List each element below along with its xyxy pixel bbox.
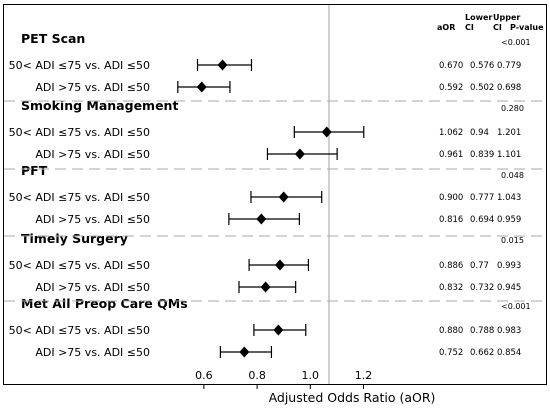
upper-ci-value: 1.043 bbox=[497, 193, 521, 203]
upper-ci-value: 0.983 bbox=[497, 326, 521, 336]
aor-value: 1.062 bbox=[439, 128, 463, 138]
upper-ci-value: 0.698 bbox=[497, 83, 521, 93]
group-title: Timely Surgery bbox=[21, 231, 128, 246]
aor-point bbox=[278, 191, 289, 203]
group-title: Met All Preop Care QMs bbox=[21, 296, 188, 311]
aor-point bbox=[196, 81, 207, 93]
aor-value: 0.670 bbox=[439, 61, 463, 71]
lower-ci-value: 0.694 bbox=[470, 215, 494, 225]
aor-point bbox=[239, 346, 250, 358]
header-lower-ci-line2: CI bbox=[465, 23, 474, 32]
group-title: PET Scan bbox=[21, 31, 85, 46]
p-value: 0.015 bbox=[501, 236, 524, 245]
aor-point bbox=[274, 259, 285, 271]
aor-value: 0.752 bbox=[439, 348, 463, 358]
x-tick-label: 0.8 bbox=[248, 369, 266, 382]
row-label: ADI >75 vs. ADI ≤50 bbox=[35, 81, 150, 94]
upper-ci-value: 1.101 bbox=[497, 150, 521, 160]
upper-ci-value: 0.779 bbox=[497, 61, 521, 71]
row-label: ADI >75 vs. ADI ≤50 bbox=[35, 281, 150, 294]
plot-frame bbox=[3, 4, 547, 385]
aor-value: 0.961 bbox=[439, 150, 463, 160]
row-label: ADI >75 vs. ADI ≤50 bbox=[35, 148, 150, 161]
group-title: PFT bbox=[21, 163, 48, 178]
header-aor: aOR bbox=[437, 23, 455, 32]
x-axis: 0.6 0.8 1.0 1.2 bbox=[195, 369, 372, 389]
upper-ci-value: 0.959 bbox=[497, 215, 521, 225]
aor-point bbox=[321, 126, 332, 138]
lower-ci-value: 0.839 bbox=[470, 150, 494, 160]
x-tick-label: 0.6 bbox=[195, 369, 213, 382]
aor-value: 0.592 bbox=[439, 83, 463, 93]
lower-ci-value: 0.732 bbox=[470, 283, 494, 293]
aor-point bbox=[260, 281, 271, 293]
row-label: 50< ADI ≤75 vs. ADI ≤50 bbox=[9, 59, 150, 72]
groups-layer: PET Scan <0.001 50< ADI ≤75 vs. ADI ≤50 0.6… bbox=[4, 31, 546, 359]
aor-value: 0.886 bbox=[439, 261, 463, 271]
row-label: 50< ADI ≤75 vs. ADI ≤50 bbox=[9, 259, 150, 272]
aor-value: 0.900 bbox=[439, 193, 463, 203]
lower-ci-value: 0.576 bbox=[470, 61, 494, 71]
row-label: 50< ADI ≤75 vs. ADI ≤50 bbox=[9, 126, 150, 139]
p-value: 0.280 bbox=[501, 104, 524, 113]
header-upper-ci-line2: CI bbox=[493, 23, 502, 32]
x-tick-label: 1.2 bbox=[355, 369, 373, 382]
row-label: ADI >75 vs. ADI ≤50 bbox=[35, 346, 150, 359]
header-lower-ci-line1: Lower bbox=[465, 13, 492, 22]
aor-point bbox=[256, 213, 267, 225]
header-p-value: P-value bbox=[510, 23, 544, 32]
p-value: 0.048 bbox=[501, 171, 524, 180]
x-axis-title: Adjusted Odds Ratio (aOR) bbox=[269, 390, 436, 405]
row-label: ADI >75 vs. ADI ≤50 bbox=[35, 213, 150, 226]
aor-point bbox=[273, 324, 284, 336]
upper-ci-value: 0.945 bbox=[497, 283, 521, 293]
group-title: Smoking Management bbox=[21, 98, 178, 113]
aor-value: 0.880 bbox=[439, 326, 463, 336]
lower-ci-value: 0.777 bbox=[470, 193, 494, 203]
p-value: <0.001 bbox=[501, 38, 531, 47]
p-value: <0.001 bbox=[501, 302, 531, 311]
row-label: 50< ADI ≤75 vs. ADI ≤50 bbox=[9, 191, 150, 204]
header-upper-ci-line1: Upper bbox=[493, 13, 520, 22]
lower-ci-value: 0.502 bbox=[470, 83, 494, 93]
lower-ci-value: 0.662 bbox=[470, 348, 494, 358]
lower-ci-value: 0.94 bbox=[470, 128, 489, 138]
x-tick-label: 1.0 bbox=[302, 369, 320, 382]
upper-ci-value: 1.201 bbox=[497, 128, 521, 138]
upper-ci-value: 0.854 bbox=[497, 348, 521, 358]
aor-value: 0.832 bbox=[439, 283, 463, 293]
aor-value: 0.816 bbox=[439, 215, 463, 225]
lower-ci-value: 0.77 bbox=[470, 261, 489, 271]
aor-point bbox=[294, 148, 305, 160]
aor-point bbox=[217, 59, 228, 71]
upper-ci-value: 0.993 bbox=[497, 261, 521, 271]
row-label: 50< ADI ≤75 vs. ADI ≤50 bbox=[9, 324, 150, 337]
lower-ci-value: 0.788 bbox=[470, 326, 494, 336]
